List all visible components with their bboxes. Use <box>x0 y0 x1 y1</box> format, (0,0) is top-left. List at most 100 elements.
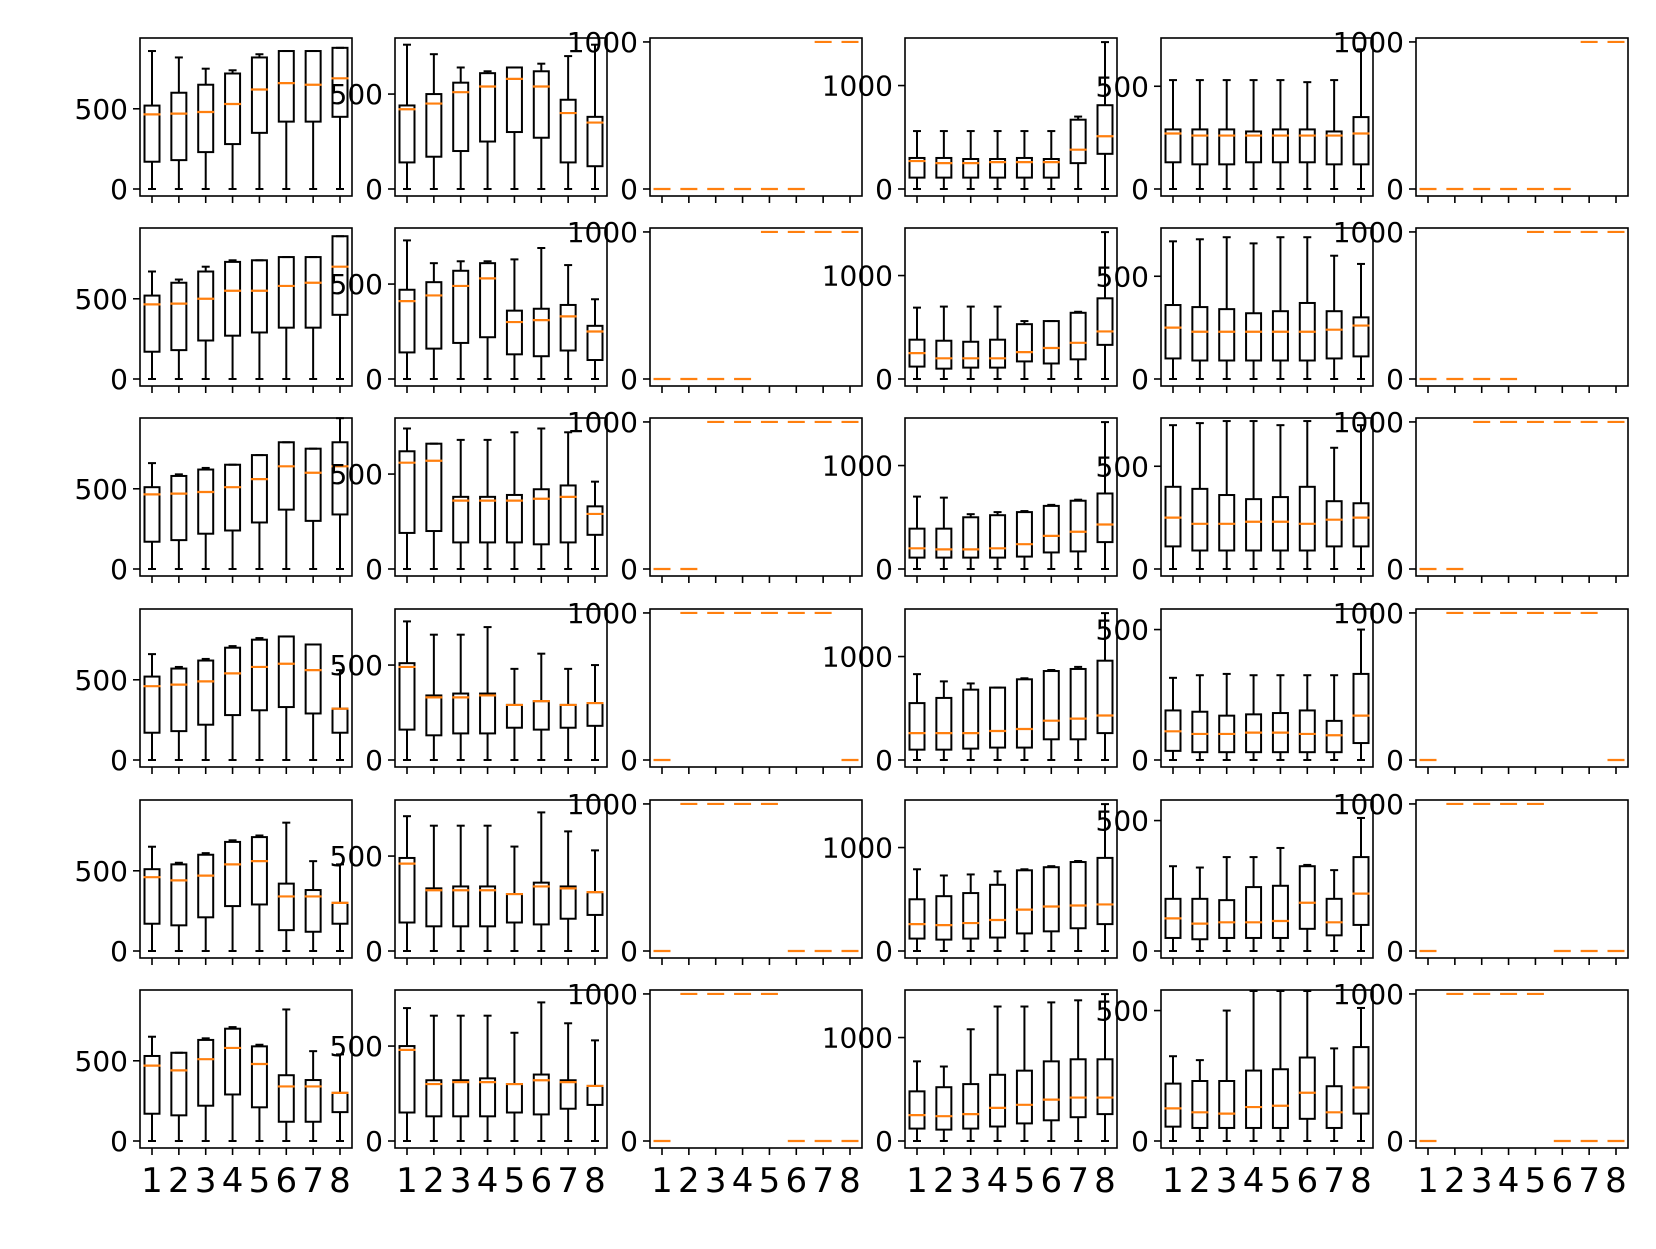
iqr-box <box>1042 1060 1060 1122</box>
box-r3-c2-1 <box>398 427 416 570</box>
axes-frame <box>1160 37 1374 197</box>
y-tick-label: 0 <box>365 363 383 396</box>
x-tick-label: 3 <box>960 1161 982 1201</box>
y-tick-label: 1000 <box>567 26 638 59</box>
x-tick-label: 8 <box>1350 1161 1372 1201</box>
y-tick-label: 0 <box>620 744 638 777</box>
y-tick-label: 0 <box>1131 173 1149 206</box>
iqr-box <box>586 324 604 362</box>
box-r6-c2-5 <box>505 1031 523 1142</box>
box-r1-c5-1 <box>1164 79 1182 190</box>
box-r6-c2-1 <box>398 1007 416 1142</box>
iqr-box <box>425 281 443 350</box>
box-r1-c5-5 <box>1271 79 1289 190</box>
x-tick-label: 6 <box>275 1161 297 1201</box>
y-tick-label: 500 <box>330 840 383 873</box>
box-r6-c1-7 <box>304 1050 322 1142</box>
iqr-box <box>1352 116 1370 166</box>
iqr-box <box>1245 886 1263 939</box>
iqr-box <box>1271 1068 1289 1129</box>
y-tick-label: 500 <box>75 855 128 888</box>
iqr-box <box>1218 1080 1236 1129</box>
y-tick-label: 500 <box>330 268 383 301</box>
box-r5-c1-3 <box>197 852 215 952</box>
axes-frame <box>1160 417 1374 577</box>
iqr-box <box>250 259 268 334</box>
iqr-box <box>224 463 242 532</box>
box-r4-c2-2 <box>425 633 443 761</box>
box-r4-c1-1 <box>143 653 161 761</box>
box-r4-c2-1 <box>398 620 416 761</box>
box-r3-c2-8 <box>586 480 604 570</box>
y-tick-label: 500 <box>330 458 383 491</box>
box-r5-c4-4 <box>989 870 1007 952</box>
iqr-box <box>935 696 953 751</box>
axes-frame <box>649 608 863 768</box>
iqr-box <box>1164 128 1182 164</box>
iqr-box <box>1042 670 1060 741</box>
subplot-r2-c2: 0 500 <box>330 227 608 396</box>
y-tick-label: 500 <box>330 649 383 682</box>
box-r1-c4-6 <box>1042 130 1060 190</box>
box-r4-c5-1 <box>1164 676 1182 761</box>
iqr-box <box>1069 1058 1087 1119</box>
axes-frame <box>394 37 608 197</box>
x-tick-label: 5 <box>1270 1161 1292 1201</box>
x-tick-label: 6 <box>530 1161 552 1201</box>
subplot-r2-c6: 0 1000 <box>1333 216 1629 396</box>
x-tick-label: 1 <box>141 1161 163 1201</box>
iqr-box <box>1298 1056 1316 1120</box>
box-r5-c4-8 <box>1096 803 1114 952</box>
box-r5-c2-1 <box>398 815 416 952</box>
iqr-box <box>1352 1046 1370 1115</box>
y-tick-label: 500 <box>1096 70 1149 103</box>
iqr-box <box>935 339 953 370</box>
y-tick-label: 0 <box>365 935 383 968</box>
box-r1-c4-2 <box>935 130 953 190</box>
axes-frame <box>649 989 863 1149</box>
box-r3-c1-7 <box>304 447 322 570</box>
y-tick-label: 500 <box>75 664 128 697</box>
subplot-r5-c4: 0 1000 <box>822 799 1118 968</box>
iqr-box <box>908 156 926 179</box>
iqr-box <box>1069 118 1087 165</box>
box-r6-c1-6 <box>277 1008 295 1142</box>
iqr-box <box>331 235 349 316</box>
box-r1-c1-4 <box>224 69 242 190</box>
box-r1-c5-6 <box>1298 81 1316 190</box>
iqr-box <box>170 281 188 352</box>
box-r6-c1-4 <box>224 1026 242 1142</box>
iqr-box <box>1352 856 1370 926</box>
axes-frame <box>1160 989 1374 1149</box>
iqr-box <box>962 688 980 750</box>
box-r1-c1-3 <box>197 67 215 190</box>
subplot-r1-c1: 0 500 <box>75 37 353 206</box>
box-r4-c4-3 <box>962 682 980 761</box>
iqr-box <box>1096 104 1114 155</box>
box-r5-c4-3 <box>962 873 980 952</box>
iqr-box <box>250 1045 268 1109</box>
iqr-box <box>908 527 926 559</box>
box-r2-c5-1 <box>1164 240 1182 380</box>
y-tick-label: 0 <box>620 553 638 586</box>
iqr-box <box>452 269 470 344</box>
box-r1-c1-2 <box>170 56 188 190</box>
x-tick-label: 5 <box>249 1161 271 1201</box>
box-r4-c4-1 <box>908 673 926 761</box>
box-r5-c1-1 <box>143 845 161 952</box>
axes-frame <box>139 799 353 959</box>
box-r5-c5-4 <box>1245 856 1263 952</box>
box-r2-c5-4 <box>1245 242 1263 380</box>
iqr-box <box>1245 498 1263 552</box>
box-r5-c1-6 <box>277 821 295 952</box>
y-tick-label: 0 <box>875 553 893 586</box>
iqr-box <box>586 505 604 536</box>
box-r3-c2-7 <box>559 431 577 570</box>
box-r3-c1-1 <box>143 462 161 570</box>
box-r5-c5-7 <box>1325 869 1343 952</box>
iqr-box <box>908 702 926 751</box>
box-r5-c5-1 <box>1164 865 1182 952</box>
iqr-box <box>425 93 443 158</box>
box-r4-c1-7 <box>304 643 322 761</box>
